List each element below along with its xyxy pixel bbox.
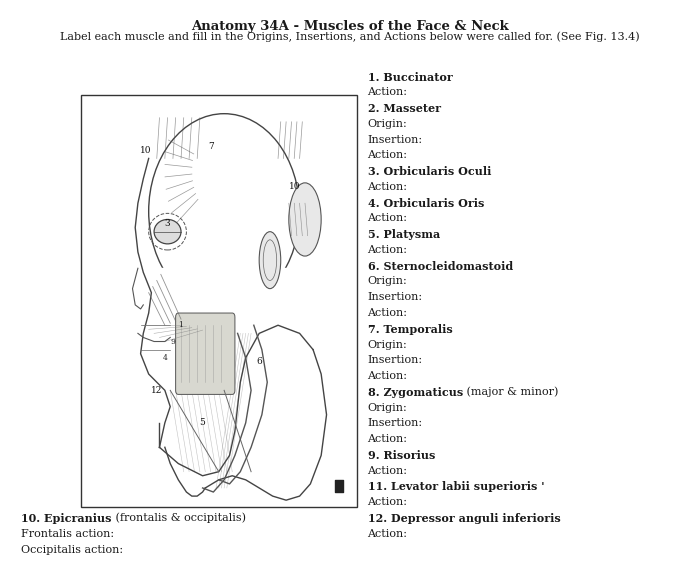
Text: Action:: Action:: [368, 528, 407, 539]
Text: 10. Epicranius: 10. Epicranius: [21, 513, 111, 524]
Ellipse shape: [259, 231, 281, 289]
Text: Action:: Action:: [368, 308, 407, 318]
Text: 9: 9: [171, 337, 176, 346]
Text: 7: 7: [208, 142, 213, 151]
Text: Origin:: Origin:: [368, 402, 407, 413]
Text: Frontalis action:: Frontalis action:: [21, 529, 114, 539]
Text: Occipitalis action:: Occipitalis action:: [21, 545, 123, 555]
Text: 11. Levator labii superioris ': 11. Levator labii superioris ': [368, 481, 544, 492]
Text: Origin:: Origin:: [368, 339, 407, 350]
Text: Insertion:: Insertion:: [368, 135, 423, 144]
Text: Action:: Action:: [368, 434, 407, 444]
Text: Insertion:: Insertion:: [368, 355, 423, 365]
Text: 3. Orbicularis Oculi: 3. Orbicularis Oculi: [368, 166, 491, 177]
Text: 2. Masseter: 2. Masseter: [368, 103, 440, 114]
Ellipse shape: [154, 219, 181, 244]
Text: Action:: Action:: [368, 87, 407, 97]
Text: (major & minor): (major & minor): [463, 387, 558, 397]
Text: Action:: Action:: [368, 182, 407, 192]
Text: Action:: Action:: [368, 150, 407, 160]
Text: Anatomy 34A - Muscles of the Face & Neck: Anatomy 34A - Muscles of the Face & Neck: [191, 20, 509, 33]
Text: 3: 3: [164, 219, 170, 228]
Text: 10: 10: [288, 182, 300, 191]
Text: (frontalis & occipitalis): (frontalis & occipitalis): [111, 513, 246, 523]
Text: 12: 12: [151, 386, 162, 395]
FancyBboxPatch shape: [176, 313, 235, 394]
Bar: [80, 95, 357, 507]
Text: 12. Depressor anguli inferioris: 12. Depressor anguli inferioris: [368, 513, 560, 524]
Text: Label each muscle and fill in the Origins, Insertions, and Actions below were ca: Label each muscle and fill in the Origin…: [60, 32, 640, 42]
Text: Origin:: Origin:: [368, 276, 407, 286]
Text: 6: 6: [256, 358, 262, 366]
Text: Action:: Action:: [368, 371, 407, 381]
Text: 1: 1: [178, 321, 183, 329]
Text: 1. Buccinator: 1. Buccinator: [368, 72, 452, 83]
Text: 8. Zygomaticus: 8. Zygomaticus: [368, 387, 463, 398]
Text: 6. Sternocleidomastoid: 6. Sternocleidomastoid: [368, 261, 512, 272]
Text: 9. Risorius: 9. Risorius: [368, 450, 435, 461]
Text: Action:: Action:: [368, 245, 407, 255]
Text: Insertion:: Insertion:: [368, 418, 423, 428]
Text: 10: 10: [140, 146, 152, 155]
Text: 5: 5: [199, 418, 206, 427]
Text: Action:: Action:: [368, 214, 407, 223]
Text: Action:: Action:: [368, 465, 407, 476]
Text: 7. Temporalis: 7. Temporalis: [368, 324, 452, 335]
Text: 4: 4: [162, 354, 167, 362]
Text: Action:: Action:: [368, 497, 407, 507]
Ellipse shape: [289, 183, 321, 256]
Text: 5. Platysma: 5. Platysma: [368, 229, 440, 240]
Text: 4. Orbicularis Oris: 4. Orbicularis Oris: [368, 198, 484, 209]
Text: Origin:: Origin:: [368, 119, 407, 129]
Text: Insertion:: Insertion:: [368, 292, 423, 302]
